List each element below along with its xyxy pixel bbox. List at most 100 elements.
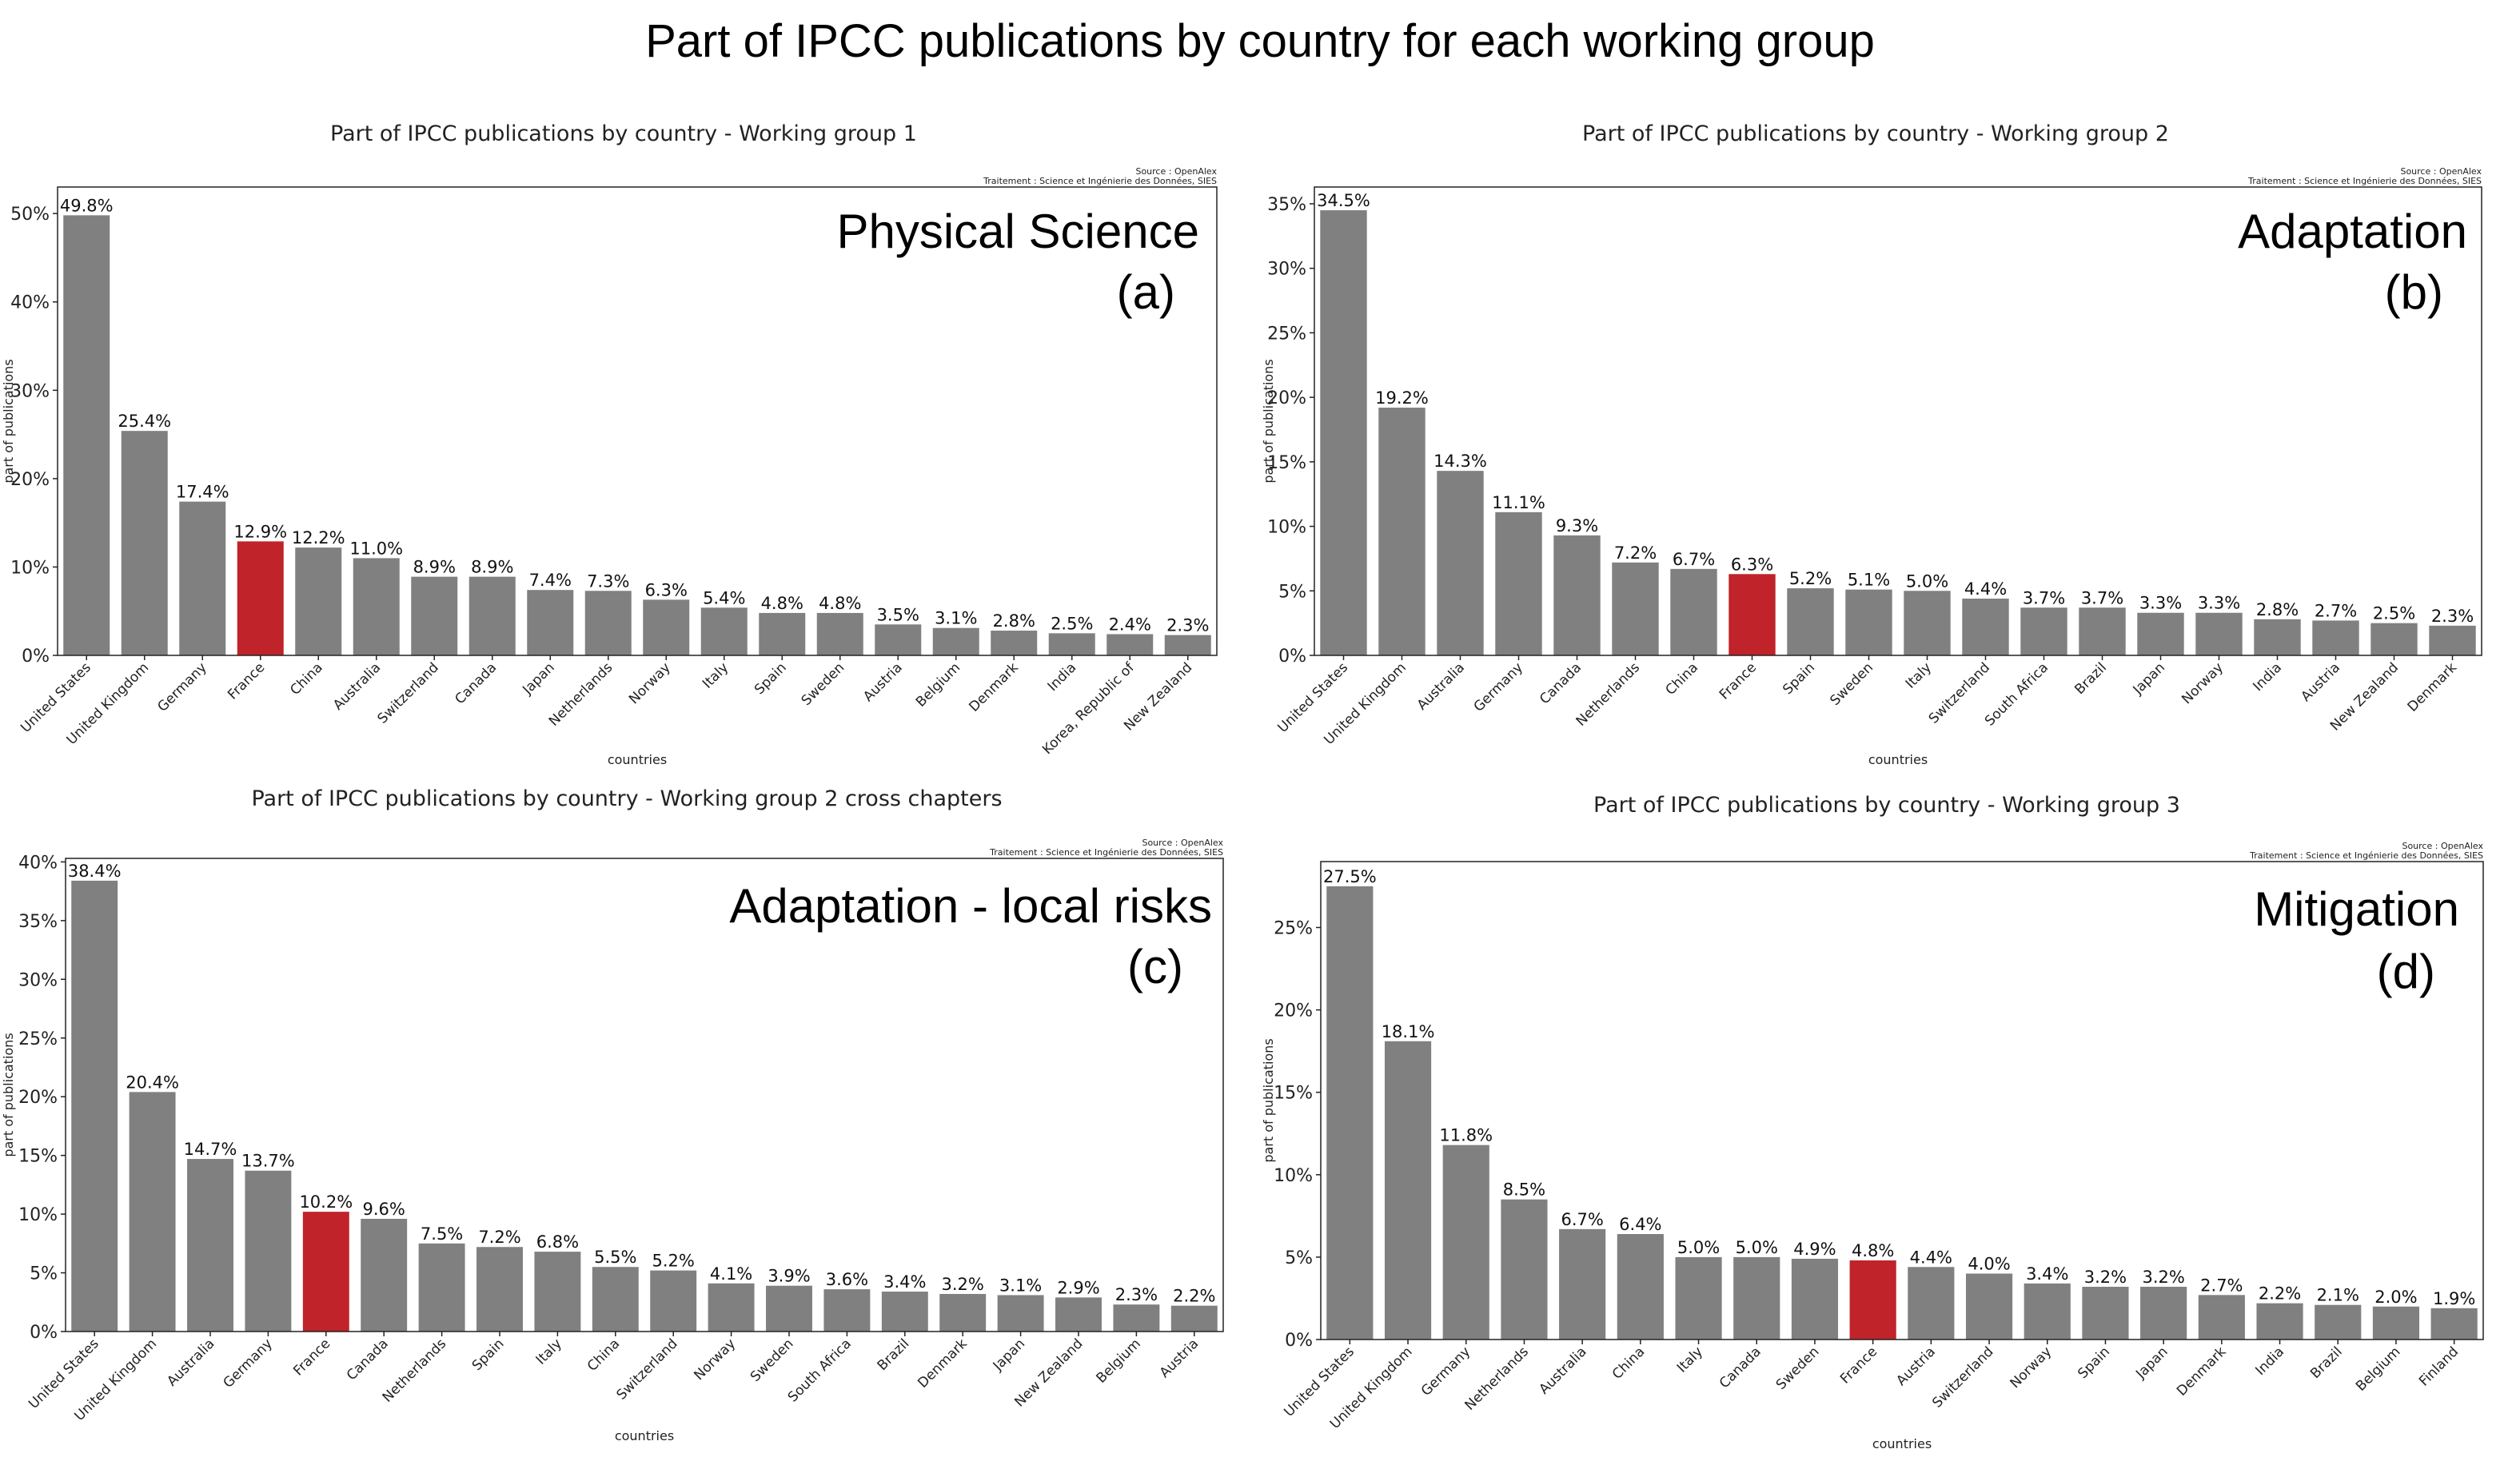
x-tick-label-denmark: Denmark xyxy=(2174,1344,2230,1399)
page-title: Part of IPCC publications by country for… xyxy=(645,15,1875,67)
plot-frame xyxy=(65,858,1224,1332)
y-tick-label: 25% xyxy=(18,1029,58,1049)
x-tick-label-norway: Norway xyxy=(691,1336,739,1383)
y-tick-label: 15% xyxy=(18,1147,58,1167)
bar-spain xyxy=(1787,588,1834,655)
chart-panel-wg3: Part of IPCC publications by country - W… xyxy=(1261,793,2484,1451)
bar-sweden xyxy=(766,1285,812,1332)
data-label-finland: 1.9% xyxy=(2433,1289,2475,1308)
y-tick-label: 5% xyxy=(1278,582,1306,602)
data-label-brazil: 3.7% xyxy=(2081,588,2123,607)
x-tick-label-norway: Norway xyxy=(626,659,674,707)
x-axis-label: countries xyxy=(1872,1436,1932,1451)
x-tick-label-china: China xyxy=(1663,659,1701,698)
theme-annotation: Physical Science xyxy=(836,205,1199,258)
bar-india xyxy=(2256,1303,2303,1340)
data-label-germany: 11.8% xyxy=(1439,1126,1493,1145)
bar-switzerland xyxy=(1962,598,2009,655)
data-label-spain: 3.2% xyxy=(2084,1268,2127,1287)
data-label-japan: 3.2% xyxy=(2142,1268,2184,1287)
data-label-spain: 4.8% xyxy=(761,594,803,613)
bar-japan xyxy=(2137,612,2184,655)
bar-germany xyxy=(179,501,226,655)
data-label-spain: 5.2% xyxy=(1789,569,1832,588)
panel-label: (c) xyxy=(1127,940,1183,993)
data-label-new-zealand: 2.9% xyxy=(1057,1278,1099,1297)
data-label-united-states: 27.5% xyxy=(1323,867,1377,886)
data-label-japan: 3.3% xyxy=(2139,594,2182,613)
bar-france xyxy=(1729,574,1776,655)
bar-denmark xyxy=(991,631,1038,655)
data-label-canada: 5.0% xyxy=(1736,1238,1778,1257)
panel-label: (a) xyxy=(1117,265,1175,319)
data-label-india: 2.2% xyxy=(2259,1284,2301,1304)
data-label-switzerland: 4.0% xyxy=(1968,1255,2010,1274)
data-label-australia: 14.3% xyxy=(1433,452,1487,471)
data-label-india: 2.5% xyxy=(1051,614,1093,633)
bar-australia xyxy=(187,1159,233,1332)
treatment-note: Traitement : Science et Ingénierie des D… xyxy=(989,847,1223,858)
x-tick-label-sweden: Sweden xyxy=(748,1336,797,1385)
bar-denmark xyxy=(2429,625,2476,655)
y-tick-label: 0% xyxy=(30,1323,58,1343)
x-tick-label-norway: Norway xyxy=(2179,659,2227,707)
data-label-germany: 17.4% xyxy=(176,483,229,502)
x-tick-label-canada: Canada xyxy=(1537,659,1585,707)
x-tick-label-sweden: Sweden xyxy=(799,659,848,709)
x-tick-label-austria: Austria xyxy=(1157,1336,1202,1381)
bar-canada xyxy=(361,1218,408,1332)
bar-france xyxy=(302,1212,349,1332)
bar-japan xyxy=(2140,1287,2187,1340)
y-tick-label: 20% xyxy=(1267,388,1306,408)
data-label-united-kingdom: 18.1% xyxy=(1382,1022,1435,1041)
y-tick-label: 20% xyxy=(10,470,50,490)
theme-annotation: Mitigation xyxy=(2254,882,2459,936)
x-axis-label: countries xyxy=(615,1428,674,1443)
data-label-denmark: 2.7% xyxy=(2200,1276,2243,1295)
bar-norway xyxy=(643,599,690,655)
x-tick-label-japan: Japan xyxy=(2132,1344,2171,1382)
bar-belgium xyxy=(2372,1306,2420,1340)
panel-label: (b) xyxy=(2385,265,2443,319)
bar-united-kingdom xyxy=(1384,1041,1432,1340)
bar-australia xyxy=(353,558,400,655)
bar-netherlands xyxy=(1612,562,1659,655)
bar-netherlands xyxy=(418,1243,465,1332)
data-label-japan: 3.1% xyxy=(999,1276,1042,1295)
x-tick-label-canada: Canada xyxy=(344,1336,392,1383)
y-tick-label: 20% xyxy=(18,1088,58,1108)
data-label-united-kingdom: 25.4% xyxy=(118,412,171,431)
bar-australia xyxy=(1559,1228,1606,1340)
x-tick-label-canada: Canada xyxy=(452,659,500,707)
y-tick-label: 25% xyxy=(1267,324,1306,344)
x-tick-label-germany: Germany xyxy=(154,659,209,715)
data-label-canada: 8.9% xyxy=(471,558,513,577)
data-label-china: 6.4% xyxy=(1619,1215,1661,1234)
plot-frame xyxy=(1320,861,2484,1340)
bar-united-kingdom xyxy=(129,1092,176,1332)
data-label-south-africa: 3.7% xyxy=(2023,588,2065,607)
plot-frame xyxy=(57,186,1218,656)
x-tick-label-germany: Germany xyxy=(1418,1344,1473,1399)
x-tick-label-india: India xyxy=(1045,659,1080,695)
bar-canada xyxy=(1553,535,1601,655)
data-label-switzerland: 4.4% xyxy=(1964,579,2007,599)
bar-france xyxy=(237,541,284,655)
source-note: Source : OpenAlex xyxy=(2402,841,2483,851)
data-label-australia: 6.7% xyxy=(1561,1210,1603,1229)
x-tick-label-germany: Germany xyxy=(1471,659,1526,715)
bar-austria xyxy=(1908,1267,1955,1340)
bar-south-africa xyxy=(2020,607,2067,655)
x-tick-label-japan: Japan xyxy=(519,659,557,698)
theme-annotation: Adaptation - local risks xyxy=(729,879,1212,933)
data-label-india: 2.8% xyxy=(2256,600,2299,619)
bar-brazil xyxy=(881,1292,928,1332)
bar-united-kingdom xyxy=(121,431,168,655)
x-tick-label-germany: Germany xyxy=(221,1336,276,1391)
x-tick-label-spain: Spain xyxy=(469,1336,508,1374)
data-label-norway: 3.3% xyxy=(2198,594,2240,613)
x-tick-label-switzerland: Switzerland xyxy=(375,659,442,727)
data-label-italy: 5.0% xyxy=(1677,1238,1720,1257)
data-label-germany: 13.7% xyxy=(241,1152,295,1171)
data-label-italy: 5.0% xyxy=(1906,571,1948,591)
